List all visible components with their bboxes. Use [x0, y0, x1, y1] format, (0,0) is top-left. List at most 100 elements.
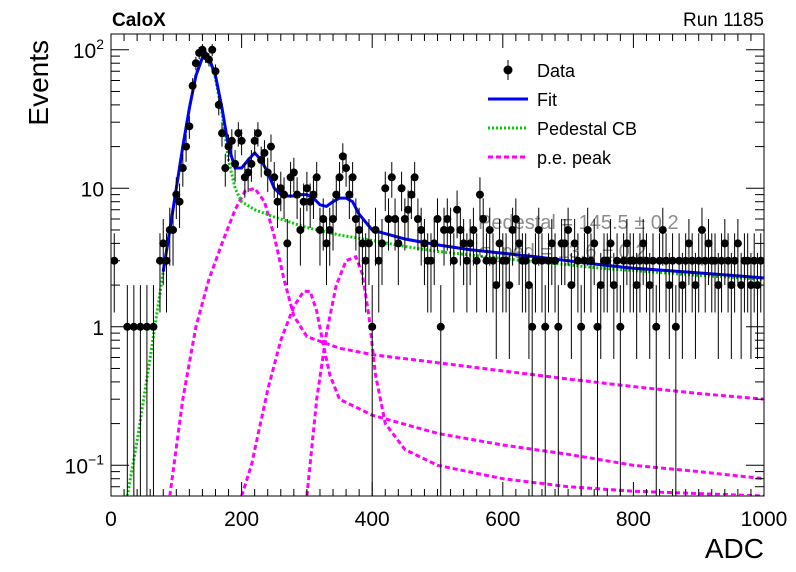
data-marker — [208, 45, 217, 54]
data-marker — [231, 159, 240, 168]
data-marker — [227, 136, 236, 145]
data-marker — [329, 215, 338, 224]
legend-entry-fit: Fit — [488, 90, 557, 110]
data-marker — [711, 256, 720, 265]
data-point — [329, 198, 338, 251]
data-marker — [655, 256, 664, 265]
pedestal-param-text: Pedestal = 145.5 ± 0.2 — [478, 212, 679, 234]
data-marker — [665, 281, 674, 290]
data-point — [489, 233, 498, 313]
data-marker — [391, 215, 400, 224]
data-marker — [639, 239, 648, 248]
data-marker — [596, 281, 605, 290]
data-marker — [149, 322, 158, 331]
data-point — [247, 150, 256, 182]
data-marker — [188, 81, 197, 90]
data-marker — [283, 239, 292, 248]
data-point — [492, 252, 501, 359]
data-marker — [475, 190, 484, 199]
data-point — [204, 53, 213, 67]
data-marker — [524, 281, 533, 290]
data-point — [260, 140, 269, 170]
pe-peak-curve-2 — [240, 289, 764, 496]
data-point — [528, 285, 537, 496]
data-point — [629, 233, 638, 313]
data-point — [537, 233, 546, 313]
data-marker — [159, 239, 168, 248]
data-point — [377, 219, 386, 286]
data-point — [312, 162, 321, 198]
data-marker — [270, 173, 279, 182]
y-axis-label: Events — [23, 40, 54, 126]
data-marker — [178, 164, 187, 173]
data-point — [299, 183, 308, 228]
data-marker — [162, 256, 171, 265]
data-marker — [505, 281, 514, 290]
data-marker — [400, 215, 409, 224]
data-point — [554, 285, 563, 496]
data-point — [162, 233, 171, 313]
data-point — [283, 219, 292, 286]
data-marker — [694, 256, 703, 265]
data-point — [214, 96, 223, 116]
legend: Data Fit Pedestal CB p.e. peak — [488, 60, 637, 168]
data-marker — [384, 215, 393, 224]
data-point — [361, 233, 370, 313]
data-point — [479, 198, 488, 251]
data-marker — [306, 197, 315, 206]
data-marker — [348, 173, 357, 182]
data-point — [426, 233, 435, 313]
data-point — [374, 233, 383, 313]
data-point — [129, 285, 138, 496]
data-point — [430, 219, 439, 286]
data-marker — [603, 256, 612, 265]
data-point — [665, 252, 674, 359]
data-point — [727, 252, 736, 359]
data-point — [622, 219, 631, 286]
data-point — [155, 233, 164, 313]
data-marker — [433, 215, 442, 224]
data-point — [410, 162, 419, 198]
data-marker — [214, 100, 223, 109]
pe-peak-curve-1 — [168, 186, 764, 496]
data-marker — [397, 184, 406, 193]
data-marker — [573, 256, 582, 265]
data-marker — [586, 256, 595, 265]
data-marker — [413, 215, 422, 224]
data-marker — [502, 256, 511, 265]
data-point — [743, 233, 752, 313]
data-marker — [521, 256, 530, 265]
data-marker — [485, 225, 494, 234]
data-points — [111, 44, 764, 496]
data-point — [276, 171, 285, 212]
data-marker — [319, 215, 328, 224]
data-marker — [263, 168, 272, 177]
data-marker — [247, 159, 256, 168]
data-marker — [662, 256, 671, 265]
data-marker — [750, 256, 759, 265]
data-marker — [407, 190, 416, 199]
data-point — [182, 134, 191, 162]
sigma-param-text: σ_ped = 13.6 ± 0.2 — [478, 241, 646, 263]
data-point — [221, 153, 230, 187]
data-marker — [652, 322, 661, 331]
data-point — [609, 252, 618, 359]
data-marker — [299, 197, 308, 206]
data-point — [619, 233, 628, 313]
data-point — [191, 56, 200, 71]
data-point — [658, 207, 667, 266]
data-marker — [446, 225, 455, 234]
data-point — [462, 233, 471, 313]
data-marker — [528, 322, 537, 331]
data-marker — [381, 184, 390, 193]
data-marker — [668, 256, 677, 265]
data-point — [289, 157, 298, 193]
data-point — [364, 219, 373, 286]
data-point — [302, 171, 311, 212]
data-point — [149, 285, 158, 496]
data-marker — [293, 190, 302, 199]
data-point — [733, 219, 742, 286]
legend-label-data: Data — [537, 61, 576, 81]
data-point — [652, 285, 661, 496]
experiment-label: CaloX — [112, 10, 166, 31]
